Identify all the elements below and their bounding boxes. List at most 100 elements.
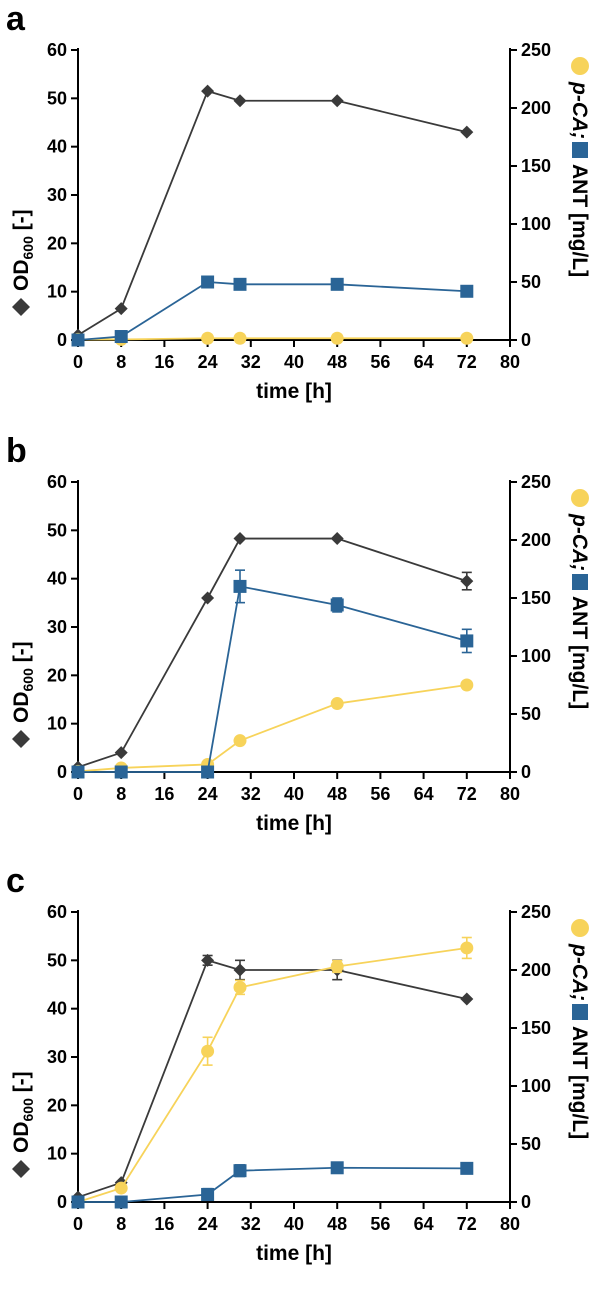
- series-square: [71, 569, 474, 779]
- data-point-diamond: [460, 992, 474, 1006]
- y-right-tick-label: 50: [521, 1134, 541, 1154]
- y-left-tick-label: 50: [47, 520, 67, 540]
- data-point-circle: [233, 980, 247, 994]
- y-right-axis-title: p-CA; ANT [mg/L]: [568, 919, 591, 1139]
- y-right-tick-label: 150: [521, 156, 551, 176]
- od-diamond-icon: [12, 730, 30, 748]
- x-tick-label: 48: [327, 352, 347, 372]
- y-left-tick-label: 10: [47, 714, 67, 734]
- data-point-square: [460, 1161, 474, 1175]
- y-right-tick-label: 200: [521, 98, 551, 118]
- chart-panel-a: a 0 8 16 24 32 40 48 56 64 72 80 0 10 20 30 40 50 60 0 50 100…: [0, 0, 598, 430]
- data-point-circle: [330, 697, 344, 711]
- pca-circle-icon: [571, 919, 589, 937]
- y-left-tick-label: 30: [47, 617, 67, 637]
- od-diamond-icon: [12, 1160, 30, 1178]
- x-tick-label: 80: [500, 1214, 520, 1234]
- data-point-diamond: [114, 302, 128, 316]
- series-line-diamond: [77, 959, 467, 1199]
- x-tick-label: 8: [116, 1214, 126, 1234]
- pca-circle-icon: [571, 489, 589, 507]
- y-right-tick-label: 100: [521, 646, 551, 666]
- data-point-square: [460, 284, 474, 298]
- x-tick-label: 64: [414, 1214, 434, 1234]
- x-tick-label: 0: [73, 352, 83, 372]
- pca-circle-icon: [571, 57, 589, 75]
- ant-axis-label: ANT [mg/L]: [568, 596, 591, 709]
- y-left-tick-label: 20: [47, 665, 67, 685]
- x-axis-title: time [h]: [256, 812, 332, 835]
- series-square: [71, 275, 474, 347]
- pca-axis-label: p-CA;: [568, 513, 591, 571]
- data-point-square: [71, 765, 85, 779]
- data-point-square: [201, 275, 215, 289]
- x-tick-label: 0: [73, 1214, 83, 1234]
- x-tick-label: 40: [284, 784, 304, 804]
- chart-panel-c: c 0 8 16 24 32 40 48 56 64 72 80 0 10 20 30 40 50 60 0 50 100…: [0, 862, 598, 1292]
- x-tick-label: 72: [457, 784, 477, 804]
- x-tick-label: 24: [198, 1214, 218, 1234]
- y-left-tick-label: 10: [47, 282, 67, 302]
- data-point-square: [114, 765, 128, 779]
- data-point-circle: [201, 1044, 215, 1058]
- data-point-circle: [460, 941, 474, 955]
- x-tick-label: 56: [370, 1214, 390, 1234]
- data-point-diamond: [330, 532, 344, 546]
- x-tick-label: 24: [198, 784, 218, 804]
- y-left-title-text: OD600 [-]: [10, 641, 36, 723]
- y-left-tick-label: 60: [47, 902, 67, 922]
- data-point-diamond: [233, 532, 247, 546]
- series-line-square: [77, 281, 467, 341]
- data-point-square: [330, 1161, 344, 1175]
- x-tick-label: 56: [370, 352, 390, 372]
- x-axis-title: time [h]: [256, 380, 332, 403]
- x-tick-label: 56: [370, 784, 390, 804]
- x-tick-label: 0: [73, 784, 83, 804]
- data-point-diamond: [233, 94, 247, 108]
- y-right-tick-label: 150: [521, 1018, 551, 1038]
- series-line-square: [78, 585, 468, 773]
- data-point-diamond: [330, 94, 344, 108]
- pca-axis-label: p-CA;: [568, 943, 591, 1001]
- y-left-axis-title: OD600 [-]: [10, 1071, 36, 1178]
- data-point-diamond: [460, 125, 474, 139]
- panel-letter: b: [6, 432, 27, 470]
- data-point-square: [330, 277, 344, 291]
- x-tick-label: 80: [500, 352, 520, 372]
- y-right-tick-label: 0: [521, 330, 531, 350]
- x-tick-label: 72: [457, 1214, 477, 1234]
- series-square: [71, 1161, 474, 1209]
- y-left-tick-label: 10: [47, 1144, 67, 1164]
- chart-c-svg: c0 8 16 24 32 40 48 56 64 72 800102030405060050100…: [6, 862, 591, 1265]
- x-axis-title: time [h]: [256, 1242, 332, 1265]
- data-point-square: [233, 1164, 247, 1178]
- ant-square-icon: [572, 1004, 588, 1020]
- chart-panel-b: b 0 8 16 24 32 40 48 56 64 72 80 0 10 20 30 40 50 60 0 50 100…: [0, 432, 598, 862]
- y-right-tick-label: 100: [521, 214, 551, 234]
- y-right-tick-label: 250: [521, 472, 551, 492]
- x-tick-label: 16: [154, 1214, 174, 1234]
- y-right-tick-label: 0: [521, 1192, 531, 1212]
- x-tick-label: 40: [284, 352, 304, 372]
- y-left-tick-label: 40: [47, 999, 67, 1019]
- y-right-tick-label: 100: [521, 1076, 551, 1096]
- data-point-circle: [330, 960, 344, 974]
- y-left-tick-label: 30: [47, 1047, 67, 1067]
- y-right-tick-label: 250: [521, 902, 551, 922]
- series-line-circle: [78, 337, 467, 341]
- data-point-circle: [460, 331, 474, 345]
- x-tick-label: 32: [241, 352, 261, 372]
- ant-axis-label: ANT [mg/L]: [568, 164, 591, 277]
- data-point-square: [330, 598, 344, 612]
- y-right-tick-label: 50: [521, 704, 541, 724]
- data-point-square: [460, 634, 474, 648]
- x-tick-label: 48: [327, 784, 347, 804]
- data-point-square: [233, 277, 247, 291]
- y-right-tick-label: 250: [521, 40, 551, 60]
- y-left-tick-label: 0: [57, 330, 67, 350]
- y-right-tick-label: 50: [521, 272, 541, 292]
- series-line-circle: [77, 684, 467, 773]
- data-point-square: [201, 1187, 215, 1201]
- chart-a-svg: a0 8 16 24 32 40 48 56 64 72 800102030405060050100…: [6, 0, 591, 403]
- y-left-tick-label: 0: [57, 762, 67, 782]
